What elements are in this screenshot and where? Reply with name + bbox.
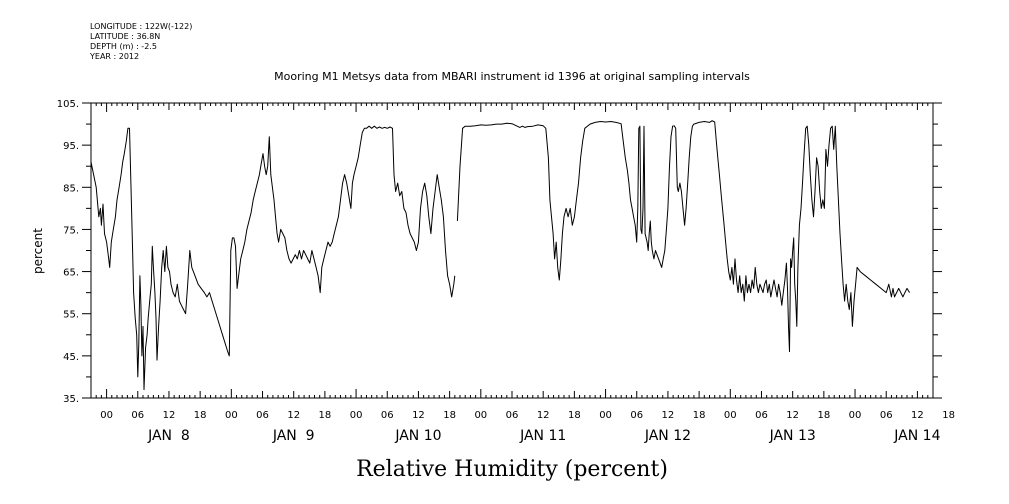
x-tick-label: 06 — [880, 410, 893, 421]
x-tick-label: 00 — [225, 410, 238, 421]
y-tick-label: 95. — [63, 141, 79, 152]
x-tick-label: 12 — [786, 410, 799, 421]
x-tick-label: 18 — [817, 410, 830, 421]
meta-depth: DEPTH (m) : -2.5 — [90, 42, 157, 51]
day-label: JAN 8 — [147, 428, 190, 444]
x-tick-label: 06 — [131, 410, 144, 421]
x-tick-label: 06 — [755, 410, 768, 421]
metadata-block: LONGITUDE : 122W(-122) LATITUDE : 36.8N … — [90, 22, 192, 62]
y-tick-label: 75. — [63, 225, 79, 236]
x-tick-label: 12 — [537, 410, 550, 421]
x-tick-label: 00 — [100, 410, 113, 421]
y-tick-labels: 35. 45. 55. 65. 75. 85. 95. 105. — [57, 99, 79, 405]
x-tick-label: 12 — [412, 410, 425, 421]
x-tick-label: 00 — [350, 410, 363, 421]
x-tick-label: 06 — [506, 410, 519, 421]
x-tick-label: 18 — [194, 410, 207, 421]
y-tick-label: 65. — [63, 268, 79, 279]
y-tick-label: 85. — [63, 183, 79, 194]
x-tick-label: 00 — [474, 410, 487, 421]
meta-latitude: LATITUDE : 36.8N — [90, 32, 161, 41]
x-tick-label: 12 — [287, 410, 300, 421]
day-label: JAN 12 — [644, 428, 691, 444]
day-labels: JAN 8 JAN 9 JAN 10 JAN 11 JAN 12 JAN 13 JAN 14 — [147, 428, 941, 444]
x-tick-label: 00 — [599, 410, 612, 421]
day-label: JAN 9 — [272, 428, 315, 444]
axis-ticks — [82, 102, 942, 399]
x-axis-label: Relative Humidity (percent) — [356, 457, 668, 482]
humidity-series-line — [456, 120, 911, 353]
y-tick-label: 45. — [63, 352, 79, 363]
y-tick-label: 105. — [57, 99, 79, 110]
day-label: JAN 14 — [893, 428, 940, 444]
y-tick-label: 55. — [63, 310, 79, 321]
x-tick-label: 12 — [911, 410, 924, 421]
y-tick-label: 35. — [63, 394, 79, 405]
chart-title: Mooring M1 Metsys data from MBARI instru… — [274, 70, 750, 83]
x-tick-label: 06 — [256, 410, 269, 421]
x-tick-label: 18 — [319, 410, 332, 421]
x-tick-label: 06 — [381, 410, 394, 421]
day-label: JAN 13 — [769, 428, 816, 444]
meta-longitude: LONGITUDE : 122W(-122) — [90, 22, 193, 31]
series-group — [90, 120, 911, 391]
day-label: JAN 10 — [394, 428, 441, 444]
x-tick-label: 06 — [630, 410, 643, 421]
x-tick-label: 18 — [443, 410, 456, 421]
x-tick-label: 00 — [849, 410, 862, 421]
plot-frame — [90, 102, 934, 399]
meta-year: YEAR : 2012 — [90, 52, 140, 61]
y-axis-label: percent — [31, 228, 45, 274]
humidity-series-line — [90, 125, 456, 391]
x-tick-label: 18 — [942, 410, 955, 421]
x-tick-label: 12 — [662, 410, 675, 421]
x-tick-label: 18 — [693, 410, 706, 421]
x-tick-label: 00 — [724, 410, 737, 421]
x-tick-label: 12 — [163, 410, 176, 421]
x-tick-labels: 00 06 12 18 00 06 12 18 00 06 12 18 00 06 12 18 00 06 12 18… — [100, 410, 955, 421]
day-label: JAN 11 — [519, 428, 566, 444]
x-tick-label: 18 — [568, 410, 581, 421]
